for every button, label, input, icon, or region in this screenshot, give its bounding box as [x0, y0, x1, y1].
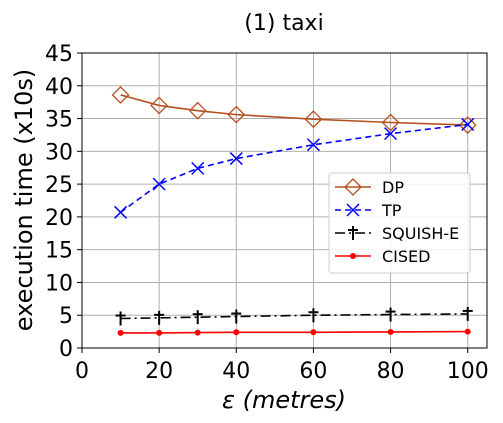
data-point-squish-e	[115, 311, 126, 326]
data-point-tp	[152, 177, 166, 191]
data-point-dp	[188, 101, 207, 120]
data-point-cised	[194, 329, 201, 336]
x-tick-label: 80	[377, 359, 405, 384]
data-point-cised	[117, 329, 124, 336]
data-point-squish-e	[154, 310, 165, 325]
x-tick-label: 60	[299, 359, 327, 384]
legend-label: CISED	[382, 247, 430, 266]
series-cised	[117, 328, 471, 336]
series-line-squish-e	[120, 313, 468, 320]
x-tick-label: 100	[447, 359, 489, 384]
series-line-dp	[120, 94, 468, 126]
y-tick-label: 25	[45, 173, 73, 198]
data-point-squish-e	[192, 310, 203, 325]
y-tick-label: 0	[59, 337, 73, 362]
data-point-squish-e	[231, 309, 242, 324]
x-axis-label: ε (metres)	[222, 386, 346, 414]
data-point-dp	[150, 96, 169, 115]
legend-item-dp: DP	[335, 178, 404, 197]
y-tick-label: 20	[45, 206, 73, 231]
data-point-tp	[229, 152, 243, 166]
data-point-dp	[111, 86, 130, 104]
data-point-cised	[387, 328, 394, 335]
legend-item-squish-e: SQUISH-E	[335, 224, 459, 243]
y-tick-label: 15	[45, 239, 73, 264]
data-point-tp	[306, 138, 320, 152]
y-tick-label: 10	[45, 271, 73, 296]
data-point-cised	[233, 329, 240, 336]
data-point-tp	[191, 161, 205, 175]
data-point-squish-e	[308, 308, 319, 323]
y-axis-ticks: 0 5 10 15 20 25 30 35 40 45	[45, 42, 82, 362]
x-tick-label: 20	[145, 359, 173, 384]
y-tick-label: 30	[45, 140, 73, 165]
data-point-dp	[227, 105, 246, 124]
data-point-tp	[114, 205, 128, 219]
data-point-squish-e	[462, 306, 473, 321]
plot-series	[111, 86, 477, 336]
data-point-tp	[461, 117, 475, 131]
y-tick-label: 45	[45, 42, 73, 67]
legend-marker	[350, 253, 356, 259]
y-axis-label: execution time (x10s)	[10, 69, 38, 331]
plot-frame	[81, 52, 488, 349]
x-axis-ticks: 0 20 40 60 80 100	[75, 348, 489, 384]
legend-label: TP	[381, 201, 402, 220]
legend-marker	[344, 178, 362, 196]
legend-item-tp: TP	[335, 201, 402, 220]
x-tick-label: 40	[222, 359, 250, 384]
data-point-cised	[156, 329, 163, 336]
chart-title: (1) taxi	[244, 11, 323, 36]
x-axis-symbol: ε	[222, 386, 235, 414]
legend-marker	[346, 203, 360, 217]
data-point-squish-e	[385, 307, 396, 322]
series-dp	[111, 86, 477, 135]
legend-box	[328, 172, 471, 274]
data-point-dp	[304, 110, 323, 129]
series-line-cised	[120, 330, 468, 334]
legend-item-cised: CISED	[335, 247, 430, 266]
y-tick-label: 35	[45, 108, 73, 133]
data-point-dp	[381, 113, 400, 132]
y-tick-label: 5	[59, 304, 73, 329]
legend: DP TP SQUISH-E CISED	[328, 172, 471, 274]
y-tick-label: 40	[45, 75, 73, 100]
series-squish-e	[115, 306, 473, 326]
legend-marker	[348, 226, 358, 240]
legend-label: SQUISH-E	[382, 224, 459, 243]
x-axis-unit: (metres)	[243, 386, 346, 414]
series-tp	[114, 117, 475, 219]
data-point-dp	[458, 116, 477, 135]
x-tick-label: 0	[75, 359, 89, 384]
data-point-cised	[464, 328, 471, 335]
legend-label: DP	[382, 178, 404, 197]
data-point-tp	[384, 127, 398, 141]
data-point-cised	[310, 329, 317, 336]
